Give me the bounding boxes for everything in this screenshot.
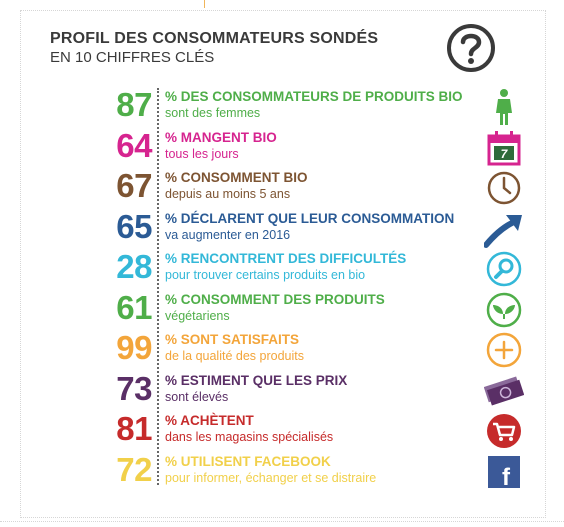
stat-row: 28 % RENCONTRENT DES DIFFICULTÉS pour tr… [0,248,564,289]
magnifier-icon [484,249,524,289]
stat-row: 67 % CONSOMMENT BIO depuis au moins 5 an… [0,167,564,208]
stat-detail: dans les magasins spécialisés [165,430,334,444]
stat-value: 65 [116,207,152,245]
stat-heading: % RENCONTRENT DES DIFFICULTÉS [165,251,407,266]
stat-detail: depuis au moins 5 ans [165,187,291,201]
stat-heading: % CONSOMMENT DES PRODUITS [165,291,385,307]
stat-row: 81 % ACHÈTENT dans les magasins spéciali… [0,410,564,451]
stat-heading: % MANGENT BIO [165,129,277,145]
bottom-divider [0,521,564,522]
stat-heading: % SONT SATISFAITS [165,332,300,347]
woman-icon [484,87,524,127]
stat-value: 61 [116,288,152,326]
card-frame [20,10,546,518]
clock-icon [484,168,524,208]
stat-detail: sont des femmes [165,106,261,120]
stat-value: 28 [116,248,152,285]
stat-row: 87 % DES CONSOMMATEURS DE PRODUITS BIO s… [0,86,564,127]
stat-heading: % CONSOMMENT BIO [165,170,308,185]
svg-text:7: 7 [501,147,509,161]
stat-detail: pour informer, échanger et se distraire [165,470,377,485]
facebook-icon: f [484,452,524,492]
top-divider [204,0,205,8]
stat-heading: % DES CONSOMMATEURS DE PRODUITS BIO [165,89,463,104]
shopping-cart-icon [484,411,524,451]
stat-heading: % ESTIMENT QUE LES PRIX [165,372,348,388]
stat-row: 61 % CONSOMMENT DES PRODUITS végétariens [0,288,564,330]
leaf-icon [484,290,524,330]
stat-value: 87 [116,86,152,123]
stat-value: 72 [116,450,152,488]
stat-value: 64 [116,126,152,164]
stat-detail: de la qualité des produits [165,349,304,363]
stat-row: 64 % MANGENT BIO tous les jours 7 [0,126,564,168]
stat-value: 67 [116,167,152,204]
trend-arrow-icon [484,209,524,249]
svg-text:f: f [502,464,511,491]
stat-detail: va augmenter en 2016 [165,227,291,242]
stat-heading: % DÉCLARENT QUE LEUR CONSOMMATION [165,210,455,226]
stat-detail: sont élevés [165,389,229,404]
stat-value: 73 [116,369,152,407]
stat-detail: végétariens [165,308,230,323]
stat-row: 72 % UTILISENT FACEBOOK pour informer, é… [0,450,564,492]
banknotes-icon [484,371,524,411]
calendar-icon: 7 [484,128,524,168]
stat-heading: % UTILISENT FACEBOOK [165,453,331,469]
question-mark-icon [445,22,497,74]
stat-row: 99 % SONT SATISFAITS de la qualité des p… [0,329,564,370]
stat-detail: pour trouver certains produits en bio [165,268,366,282]
stat-row: 73 % ESTIMENT QUE LES PRIX sont élevés [0,369,564,411]
dotted-separator [157,88,159,485]
stat-value: 99 [116,329,152,366]
stat-detail: tous les jours [165,146,239,161]
stat-row: 65 % DÉCLARENT QUE LEUR CONSOMMATION va … [0,207,564,249]
plus-icon [484,330,524,370]
stat-heading: % ACHÈTENT [165,413,254,428]
page-title: PROFIL DES CONSOMMATEURS SONDÉS EN 10 CH… [50,30,379,66]
stat-value: 81 [116,410,152,447]
